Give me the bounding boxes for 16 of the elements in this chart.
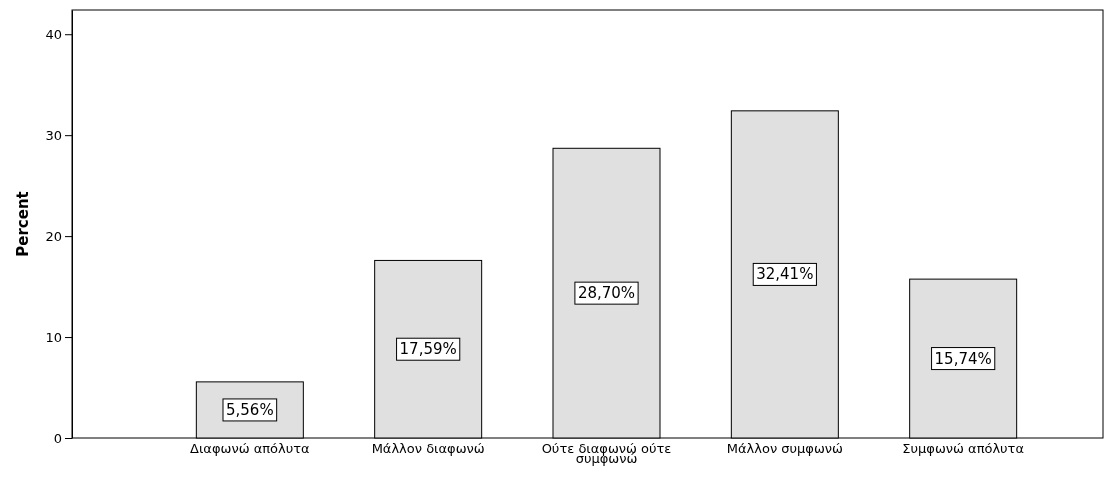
y-axis-title: Percent: [14, 191, 32, 257]
x-tick-label: Διαφωνώ απόλυτα: [190, 440, 310, 456]
y-tick-label: 10: [45, 329, 62, 345]
x-tick-label: Μάλλον συμφωνώ: [726, 440, 843, 456]
x-tick-label: Συμφωνώ απόλυτα: [902, 440, 1025, 456]
data-label: 5,56%: [226, 400, 274, 419]
x-tick-label: Μάλλον διαφωνώ: [371, 440, 485, 456]
data-label: 32,41%: [756, 265, 814, 284]
y-tick-label: 40: [45, 26, 62, 42]
y-tick-label: 20: [45, 228, 62, 244]
x-tick-label: Ούτε διαφωνώ ούτε συμφωνώ: [541, 440, 672, 467]
data-label: 17,59%: [399, 340, 457, 359]
data-label: 28,70%: [577, 284, 636, 303]
data-label: 15,74%: [934, 349, 992, 368]
y-tick-label: 30: [45, 127, 62, 143]
y-tick-label: 0: [53, 430, 62, 446]
